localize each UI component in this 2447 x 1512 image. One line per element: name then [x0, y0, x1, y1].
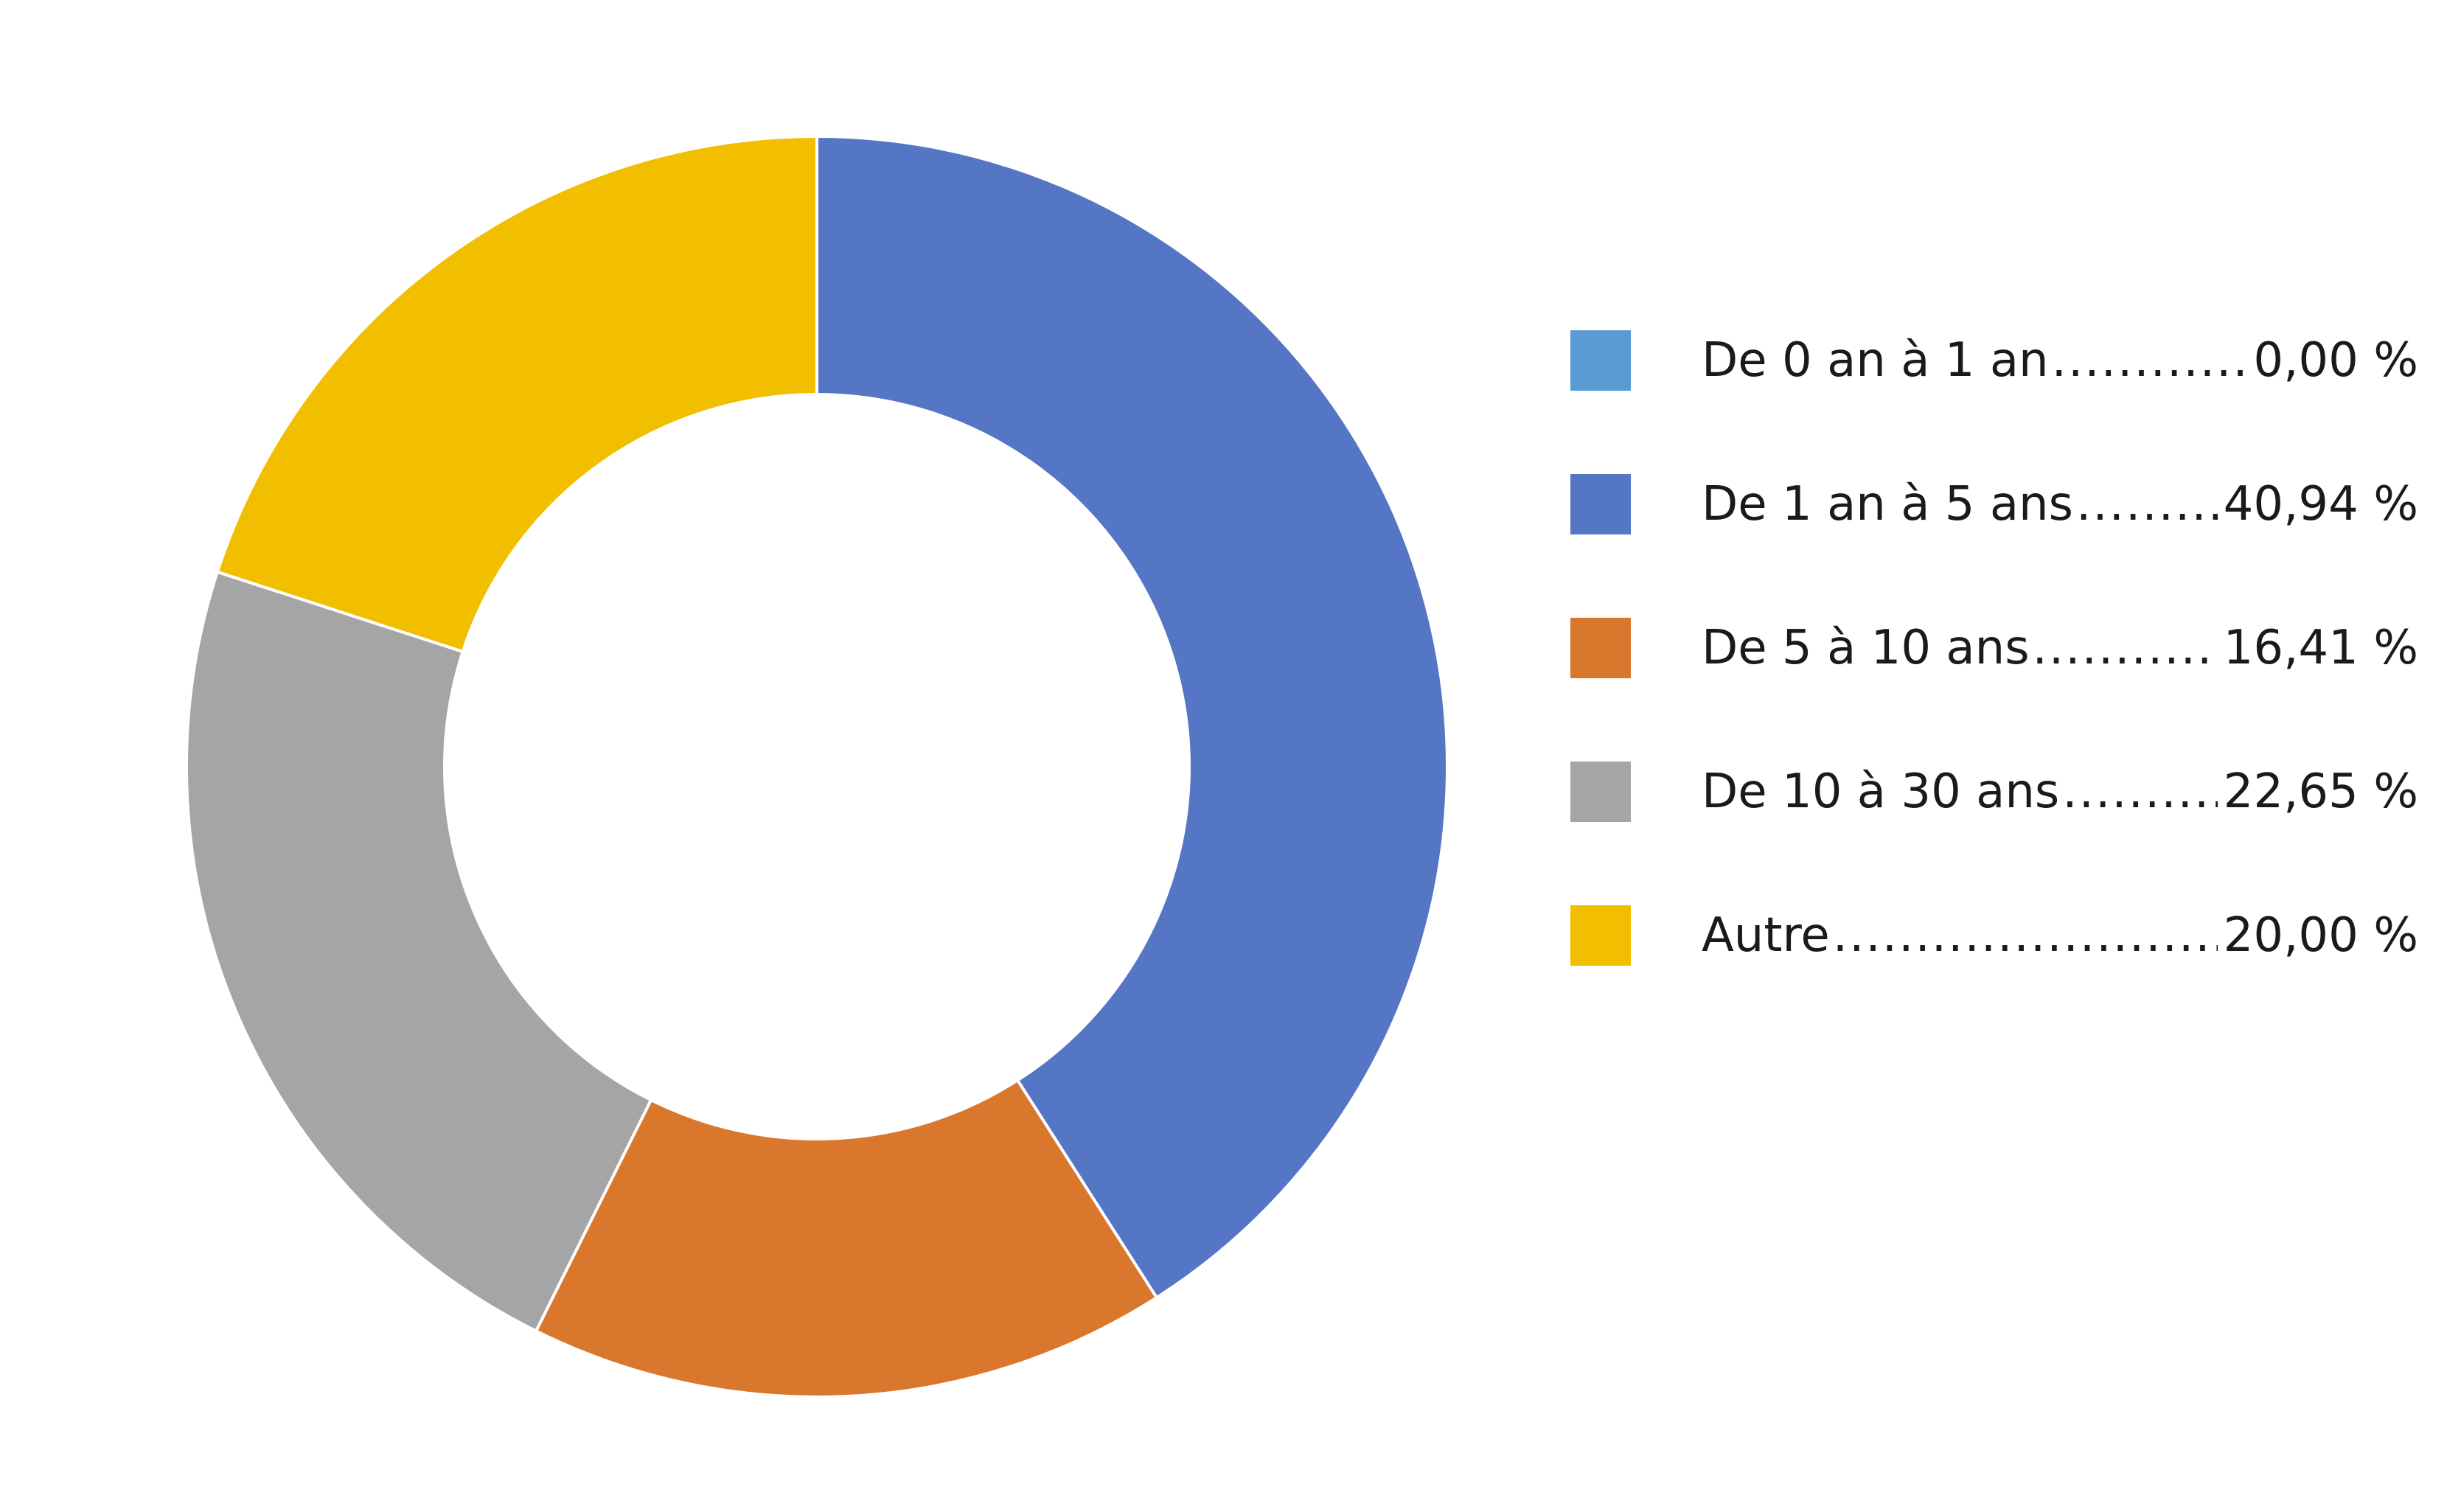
legend-label: De 1 an à 5 ans: [1702, 477, 2073, 532]
donut-slice-1: [815, 134, 1449, 1300]
legend-dot-leader: [2033, 621, 2218, 675]
legend-swatch: [1570, 762, 1631, 822]
legend-label: De 5 à 10 ans: [1702, 621, 2030, 675]
chart-legend: De 0 an à 1 an 0,00 % De 1 an à 5 ans 40…: [1570, 330, 2418, 1049]
legend-value: 22,65 %: [2223, 764, 2418, 819]
legend-label: De 0 an à 1 an: [1702, 333, 2049, 388]
legend-swatch: [1570, 474, 1631, 534]
legend-dot-leader: [1833, 908, 2218, 963]
legend-swatch: [1570, 330, 1631, 391]
legend-text: De 10 à 30 ans 22,65 %: [1702, 764, 2418, 819]
legend-item-0-1-an: De 0 an à 1 an 0,00 %: [1570, 330, 2418, 391]
legend-item-1-5-ans: De 1 an à 5 ans 40,94 %: [1570, 474, 2418, 534]
legend-text: Autre 20,00 %: [1702, 908, 2418, 963]
legend-value: 20,00 %: [2223, 908, 2418, 963]
legend-dot-leader: [2062, 764, 2217, 819]
legend-value: 40,94 %: [2223, 477, 2418, 532]
legend-swatch: [1570, 618, 1631, 678]
legend-text: De 1 an à 5 ans 40,94 %: [1702, 477, 2418, 532]
legend-dot-leader: [2052, 333, 2248, 388]
legend-label: De 10 à 30 ans: [1702, 764, 2060, 819]
legend-item-autre: Autre 20,00 %: [1570, 905, 2418, 966]
legend-item-5-10-ans: De 5 à 10 ans 16,41 %: [1570, 618, 2418, 678]
legend-value: 16,41 %: [2223, 621, 2418, 675]
legend-value: 0,00 %: [2253, 333, 2418, 388]
donut-slice-2: [534, 1078, 1159, 1398]
legend-dot-leader: [2076, 477, 2218, 532]
legend-swatch: [1570, 905, 1631, 966]
legend-label: Autre: [1702, 908, 1830, 963]
legend-text: De 5 à 10 ans 16,41 %: [1702, 621, 2418, 675]
legend-text: De 0 an à 1 an 0,00 %: [1702, 333, 2418, 388]
donut-slice-3: [184, 570, 653, 1334]
donut-slice-4: [215, 134, 818, 654]
legend-item-10-30-ans: De 10 à 30 ans 22,65 %: [1570, 762, 2418, 822]
